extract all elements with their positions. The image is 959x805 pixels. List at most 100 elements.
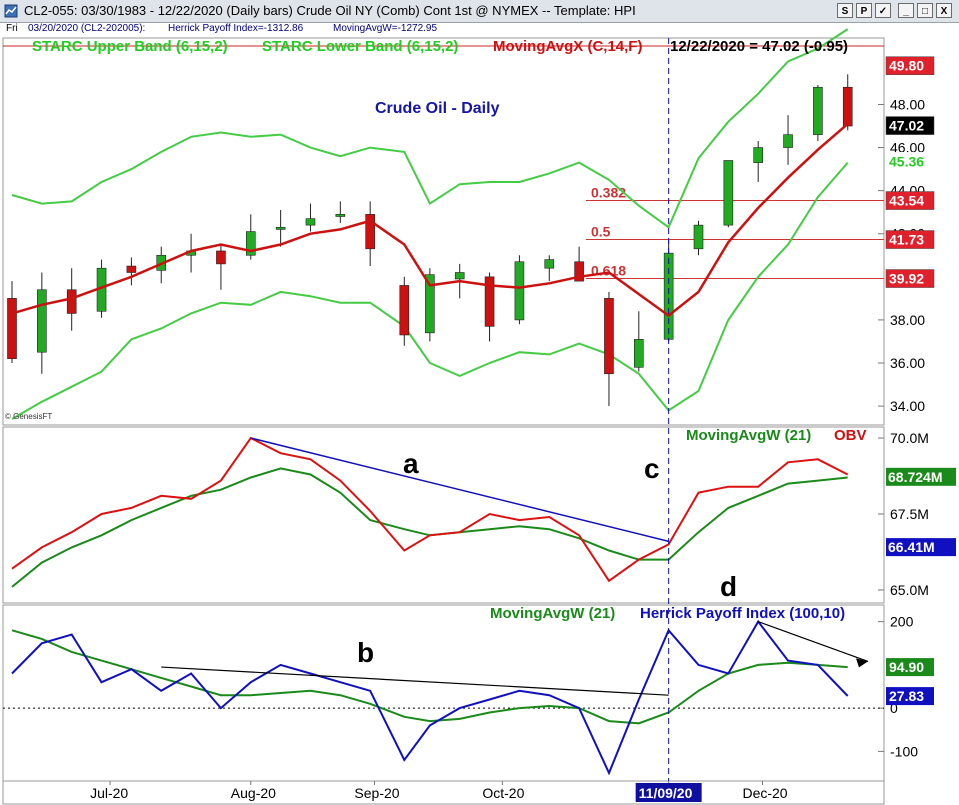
price-box	[885, 152, 935, 171]
chart-title: Crude Oil - Daily	[375, 100, 500, 117]
candle-body	[126, 265, 137, 273]
obv-line	[11, 436, 849, 583]
info-mavg: MovingAvgW=-1272.95	[333, 23, 438, 34]
price-box	[885, 230, 935, 249]
legend-hpi-ma: MovingAvgW (21)	[490, 605, 615, 622]
price-box-label: 47.02	[889, 118, 924, 134]
price-tick-label: 38.00	[890, 312, 925, 328]
legend-hpi: Herrick Payoff Index (100,10)	[640, 605, 845, 622]
candle-body	[604, 298, 614, 375]
legend-obv-ma: MovingAvgW (21)	[686, 427, 811, 444]
hpi-moving-avg	[11, 629, 848, 725]
p-button[interactable]: P	[856, 3, 872, 18]
close-button[interactable]: X	[936, 3, 952, 18]
x-highlight-box	[635, 783, 702, 802]
obv-tick-label: 70.0M	[890, 430, 929, 446]
info-line: Fri 03/20/2020 (CL2-202005): Herrick Pay…	[0, 22, 959, 36]
hpi-tick-label: 0	[890, 700, 898, 716]
info-day: Fri	[6, 23, 18, 34]
legend-obv: OBV	[834, 427, 867, 444]
candle-body	[365, 214, 375, 250]
obv-tick-label: 67.5M	[890, 506, 929, 522]
price-box-label: 39.92	[889, 271, 924, 287]
hpi-panel	[2, 604, 885, 782]
legend-moving-avg: MovingAvgX (C,14,F)	[493, 38, 642, 55]
hpi-box-label: 94.90	[889, 659, 924, 675]
candle-body	[574, 261, 584, 282]
candle-body	[693, 224, 704, 250]
annotation-a: a	[403, 448, 419, 479]
obv-box	[886, 538, 956, 557]
candle-body	[305, 218, 316, 226]
candle-body	[783, 134, 793, 148]
starc-upper-band	[11, 28, 849, 229]
annotation-d: d	[720, 571, 737, 602]
candle-body	[7, 298, 17, 359]
candle-body	[37, 289, 47, 353]
hpi-box-label: 27.83	[889, 688, 924, 704]
price-tick-label: 34.00	[890, 398, 925, 414]
price-panel	[2, 37, 885, 426]
x-tick-label: Aug-20	[231, 785, 276, 801]
hpi-tick-label: -100	[890, 743, 918, 759]
obv-panel	[2, 426, 885, 604]
check-button[interactable]: ✓	[875, 3, 891, 18]
trendline-d	[757, 621, 869, 662]
price-tick-label: 46.00	[890, 140, 925, 156]
candle-body	[454, 272, 465, 280]
obv-tick-label: 65.0M	[890, 582, 929, 598]
candle-body	[66, 289, 77, 314]
price-box	[885, 191, 935, 210]
fib-label: 0.618	[591, 263, 626, 279]
x-tick-label: Jul-20	[90, 785, 128, 801]
legend-starc-lower: STARC Lower Band (6,15,2)	[262, 38, 458, 55]
info-herrick: Herrick Payoff Index=-1312.86	[168, 23, 304, 34]
candle-body	[275, 226, 286, 230]
obv-box-label: 66.41M	[888, 539, 935, 555]
candle-body	[634, 338, 644, 368]
candle-body	[245, 231, 256, 256]
x-tick-label: Sep-20	[354, 785, 399, 801]
candle-body	[399, 285, 410, 336]
annotation-b: b	[357, 637, 374, 668]
annotation-c: c	[644, 453, 660, 484]
price-quote: 12/22/2020 = 47.02 (-0.95)	[670, 38, 848, 55]
price-box	[885, 269, 935, 288]
candle-body	[216, 250, 226, 265]
price-box	[885, 56, 935, 75]
candle-body	[842, 86, 853, 127]
hpi-tick-label: 200	[890, 614, 914, 630]
maximize-button[interactable]: □	[917, 3, 933, 18]
x-tick-label: Oct-20	[482, 785, 524, 801]
info-date: 03/20/2020 (CL2-202005):	[28, 23, 146, 34]
price-box-label: 43.54	[889, 193, 924, 209]
legend-starc-upper: STARC Upper Band (6,15,2)	[32, 38, 228, 55]
price-box-label: 41.73	[889, 232, 924, 248]
price-box-label: 49.80	[889, 58, 924, 74]
candle-body	[425, 274, 435, 334]
fib-label: 0.5	[591, 224, 611, 240]
candle-body	[813, 86, 823, 135]
trendline-b	[161, 666, 669, 696]
hpi-box	[886, 658, 934, 677]
candle-body	[514, 261, 525, 321]
title-bar: CL2-055: 03/30/1983 - 12/22/2020 (Daily …	[0, 0, 959, 23]
price-tick-label: 48.00	[890, 96, 925, 112]
x-tick-label: 11/09/20	[639, 785, 693, 801]
hpi-box	[886, 687, 934, 706]
watermark: © GenesisFT	[5, 412, 52, 421]
candle-body	[335, 214, 346, 217]
minimize-button[interactable]: _	[898, 3, 914, 18]
s-button[interactable]: S	[837, 3, 853, 18]
obv-box	[886, 467, 956, 486]
candle-body	[663, 252, 674, 340]
candle-body	[544, 259, 555, 269]
price-box-label: 45.36	[889, 153, 924, 169]
obv-box-label: 68.724M	[888, 469, 942, 485]
hpi-line	[11, 619, 849, 776]
window-title: CL2-055: 03/30/1983 - 12/22/2020 (Daily …	[24, 3, 636, 18]
moving-avg-price	[11, 122, 849, 318]
app-icon	[4, 4, 18, 18]
